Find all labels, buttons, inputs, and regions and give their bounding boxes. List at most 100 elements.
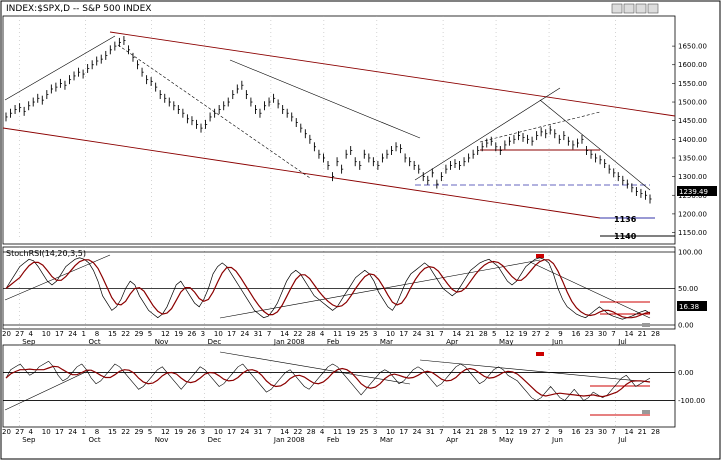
upper-x-tick-label: 21 xyxy=(466,330,475,338)
window-controls[interactable] xyxy=(611,3,659,14)
price-tick-label: 1150.00 xyxy=(678,229,707,237)
price-tick-label: 1500.00 xyxy=(678,99,707,107)
lower-x-tick-label: 21 xyxy=(638,428,647,436)
lower-month-label: Jun xyxy=(551,436,563,444)
close-icon[interactable] xyxy=(647,3,659,14)
upper-x-tick-label: 12 xyxy=(161,330,170,338)
lower-x-tick-label: 4 xyxy=(320,428,325,436)
price-tick-label: 1550.00 xyxy=(678,80,707,88)
lower-marker-gray xyxy=(642,410,650,414)
lower-x-tick-label: 7 xyxy=(439,428,443,436)
lower-channel-line xyxy=(2,127,601,219)
lower-month-label: Sep xyxy=(22,436,36,444)
lower-x-tick-label: 27 xyxy=(15,428,24,436)
x-ticks: 20 27 4 10 17 24 1 8 15 22 29 5 12 19 26 3 10 17 24 31 7 14 22… xyxy=(2,330,660,444)
grid-lines xyxy=(3,16,675,427)
lower-resistance-line xyxy=(419,359,651,383)
lower-x-tick-label: 12 xyxy=(505,428,514,436)
lower-x-tick-label: 4 xyxy=(28,428,33,436)
rising-channel-dashed-line xyxy=(479,111,601,143)
lower-x-tick-label: 5 xyxy=(492,428,496,436)
lower-x-tick-label: 14 xyxy=(625,428,634,436)
upper-x-tick-label: 17 xyxy=(55,330,64,338)
lower-x-tick-label: 1 xyxy=(81,428,85,436)
stochrsi-panel xyxy=(2,246,676,330)
price-tick-label: 1600.00 xyxy=(678,61,707,69)
lower-marker xyxy=(536,352,544,356)
lower-signal-line xyxy=(5,365,651,398)
lower-x-tick-label: 24 xyxy=(240,428,249,436)
upper-x-tick-label: 21 xyxy=(638,330,647,338)
stoch-support-line xyxy=(219,259,541,319)
upper-x-tick-label: 15 xyxy=(108,330,117,338)
lower-tick-label: -100.00 xyxy=(678,397,705,405)
upper-month-label: Dec xyxy=(208,338,222,346)
upper-month-label: Mar xyxy=(380,338,393,346)
upper-x-tick-label: 5 xyxy=(492,330,496,338)
maximize-icon[interactable] xyxy=(635,3,647,14)
last-value-badge xyxy=(677,186,717,196)
lower-x-tick-label: 7 xyxy=(611,428,615,436)
lower-x-tick-label: 26 xyxy=(187,428,196,436)
upper-x-tick-label: 3 xyxy=(201,330,205,338)
stochrsi-tick-label: 0.00 xyxy=(678,322,694,330)
upper-month-label: Feb xyxy=(327,338,340,346)
price-tick-label: 1300.00 xyxy=(678,173,707,181)
trend-lines xyxy=(2,31,676,416)
upper-x-tick-label: 27 xyxy=(532,330,541,338)
upper-x-tick-label: 5 xyxy=(148,330,152,338)
restore-icon[interactable] xyxy=(623,3,635,14)
lower-x-tick-label: 10 xyxy=(42,428,51,436)
lower-x-tick-label: 19 xyxy=(519,428,528,436)
upper-month-label: Apr xyxy=(446,338,458,346)
upper-x-tick-label: 24 xyxy=(413,330,422,338)
upper-x-tick-label: 10 xyxy=(214,330,223,338)
upper-x-tick-label: 1 xyxy=(81,330,85,338)
lower-month-label: Jan 2008 xyxy=(273,436,305,444)
upper-x-tick-label: 10 xyxy=(42,330,51,338)
lower-x-tick-label: 11 xyxy=(333,428,342,436)
lower-x-tick-label: 19 xyxy=(346,428,355,436)
lower-x-tick-label: 17 xyxy=(55,428,64,436)
upper-month-label: Jun xyxy=(551,338,563,346)
upper-x-tick-label: 14 xyxy=(625,330,634,338)
lower-x-tick-label: 19 xyxy=(174,428,183,436)
upper-month-label: Jan 2008 xyxy=(273,338,305,346)
stochrsi-tick-label: 50.00 xyxy=(678,285,698,293)
upper-x-tick-label: 22 xyxy=(121,330,130,338)
lower-x-tick-label: 28 xyxy=(651,428,660,436)
resistance-line xyxy=(229,59,421,139)
lower-x-tick-label: 15 xyxy=(108,428,117,436)
lower-x-tick-label: 22 xyxy=(121,428,130,436)
upper-x-tick-label: 25 xyxy=(360,330,369,338)
upper-x-tick-label: 3 xyxy=(373,330,377,338)
lower-x-tick-label: 22 xyxy=(293,428,302,436)
upper-x-tick-label: 28 xyxy=(479,330,488,338)
chart-title: INDEX:$SPX,D -- S&P 500 INDEX xyxy=(6,4,151,14)
upper-x-tick-label: 22 xyxy=(293,330,302,338)
upper-x-tick-label: 12 xyxy=(505,330,514,338)
price-tick-label: 1450.00 xyxy=(678,117,707,125)
stochrsi-line xyxy=(5,257,651,320)
series-group xyxy=(5,36,652,401)
upper-x-tick-label: 31 xyxy=(254,330,263,338)
stoch-marker xyxy=(536,254,544,258)
annotation-1136: 1136 xyxy=(614,215,637,224)
upper-x-tick-label: 16 xyxy=(572,330,581,338)
lower-x-tick-label: 24 xyxy=(413,428,422,436)
upper-x-tick-label: 28 xyxy=(307,330,316,338)
upper-x-tick-label: 28 xyxy=(651,330,660,338)
lower-x-tick-label: 10 xyxy=(214,428,223,436)
stochrsi-last-badge xyxy=(677,301,707,311)
stochrsi-last-label: 16.38 xyxy=(679,303,699,311)
stoch-marker-gray xyxy=(642,323,650,327)
upper-x-tick-label: 7 xyxy=(439,330,443,338)
lower-month-label: Nov xyxy=(155,436,169,444)
lower-month-label: Mar xyxy=(380,436,393,444)
upper-x-tick-label: 7 xyxy=(267,330,271,338)
lower-month-label: May xyxy=(499,436,513,444)
minimize-icon[interactable] xyxy=(611,3,623,14)
lower-x-tick-label: 7 xyxy=(267,428,271,436)
upper-x-tick-label: 17 xyxy=(227,330,236,338)
